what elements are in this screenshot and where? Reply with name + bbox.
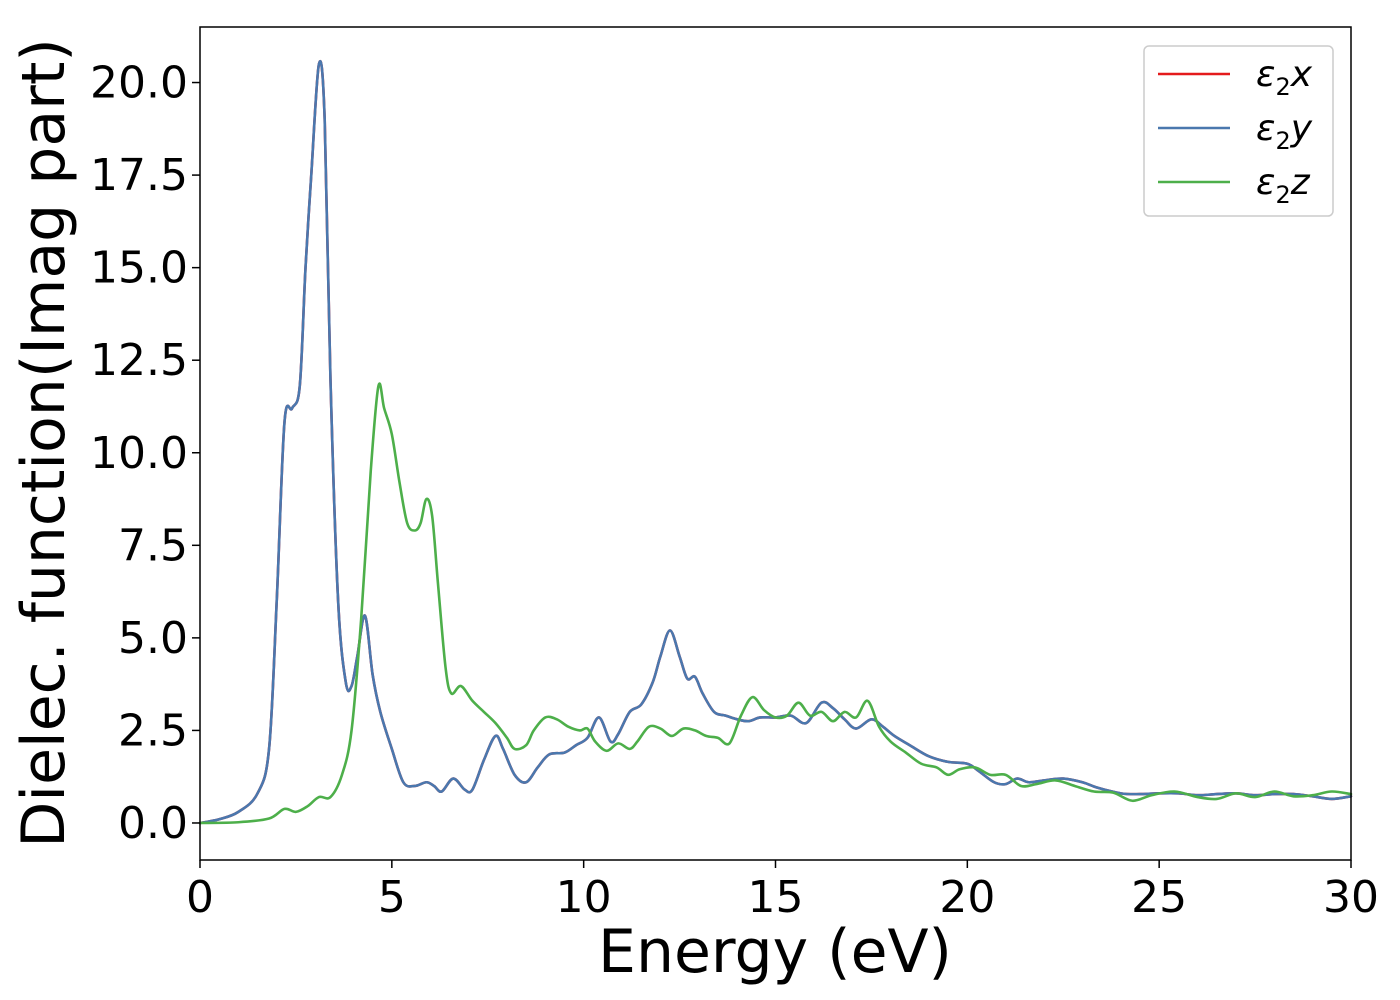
y-tick-label: 17.5 — [90, 150, 188, 201]
x-axis-label: Energy (eV) — [598, 917, 952, 987]
y-tick-label: 20.0 — [90, 58, 188, 109]
y-axis-label: Dielec. function(Imag part) — [9, 38, 79, 848]
series-layer — [198, 59, 1353, 825]
series-line-3 — [198, 382, 1353, 825]
y-axis-ticks: 0.0 2.5 5.0 7.5 10.0 12.5 15.0 17.5 20.0 — [90, 58, 200, 849]
legend-box — [1143, 45, 1334, 217]
y-tick-label: 2.5 — [118, 705, 188, 756]
series-line-2 — [198, 59, 1353, 825]
x-tick-label: 10 — [556, 872, 612, 923]
y-tick-label: 12.5 — [90, 335, 188, 386]
y-tick-label: 10.0 — [90, 428, 188, 479]
x-tick-label: 20 — [939, 872, 995, 923]
x-tick-label: 30 — [1323, 872, 1379, 923]
y-tick-label: 15.0 — [90, 243, 188, 294]
y-tick-label: 5.0 — [118, 613, 188, 664]
y-tick-label: 7.5 — [118, 520, 188, 571]
x-tick-label: 15 — [748, 872, 804, 923]
x-tick-label: 5 — [378, 872, 406, 923]
legend-label-2: ε2y — [1256, 108, 1313, 155]
x-tick-label: 25 — [1131, 872, 1187, 923]
legend: ε2x ε2y ε2z — [1143, 45, 1334, 217]
y-tick-label: 0.0 — [118, 798, 188, 849]
legend-label-3: ε2z — [1256, 162, 1311, 209]
legend-label-1: ε2x — [1256, 54, 1313, 101]
x-axis-ticks: 0 5 10 15 20 25 30 — [186, 860, 1379, 923]
x-tick-label: 0 — [186, 872, 214, 923]
